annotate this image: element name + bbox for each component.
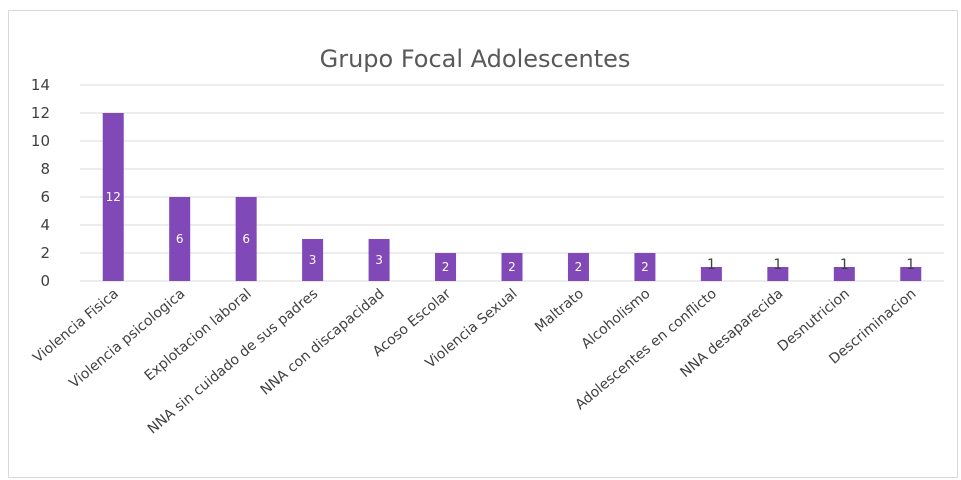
data-label: 2: [575, 260, 583, 274]
x-tick-label: NNA con discapacidad: [258, 286, 388, 399]
bar: [435, 253, 457, 281]
x-tick-label: Explotacion laboral: [142, 286, 255, 385]
y-tick-label: 8: [40, 160, 50, 178]
bar: [567, 253, 589, 281]
data-label: 1: [773, 257, 782, 273]
data-label: 1: [906, 257, 915, 273]
bar: [634, 253, 656, 281]
x-tick-label: Maltrato: [532, 286, 587, 336]
bar: [900, 267, 922, 281]
data-label: 2: [641, 260, 649, 274]
y-tick-label: 12: [31, 104, 50, 122]
data-label: 2: [508, 260, 516, 274]
data-label: 6: [176, 232, 184, 246]
bars: [102, 113, 922, 281]
x-tick-label: Violencia psicologica: [66, 286, 188, 392]
bar: [235, 197, 257, 281]
data-label: 2: [442, 260, 450, 274]
x-tick-label: Adolescentes en conflicto: [572, 286, 720, 413]
data-label: 3: [375, 253, 383, 267]
data-label: 1: [840, 257, 849, 273]
bar: [700, 267, 722, 281]
chart-frame: [8, 10, 958, 478]
bar: [501, 253, 523, 281]
bar: [169, 197, 191, 281]
data-labels: 12 6 6 3 3 2 2 2 2 1 1 1 1: [106, 190, 916, 274]
y-tick-label: 2: [40, 244, 50, 262]
y-tick-label: 14: [31, 76, 50, 94]
chart-title: Grupo Focal Adolescentes: [320, 45, 631, 73]
bar: [767, 267, 789, 281]
data-label: 3: [309, 253, 317, 267]
y-tick-label: 10: [31, 132, 50, 150]
data-label: 6: [242, 232, 250, 246]
data-label: 12: [106, 190, 121, 204]
bar: [302, 239, 324, 281]
bar: [833, 267, 855, 281]
data-label: 1: [707, 257, 716, 273]
y-tick-label: 4: [40, 216, 50, 234]
bar: [368, 239, 390, 281]
bar: [102, 113, 124, 281]
y-axis-ticks: 0 2 4 6 8 10 12 14: [31, 76, 50, 290]
y-tick-label: 6: [40, 188, 50, 206]
y-tick-label: 0: [40, 272, 50, 290]
gridlines: [80, 84, 944, 282]
